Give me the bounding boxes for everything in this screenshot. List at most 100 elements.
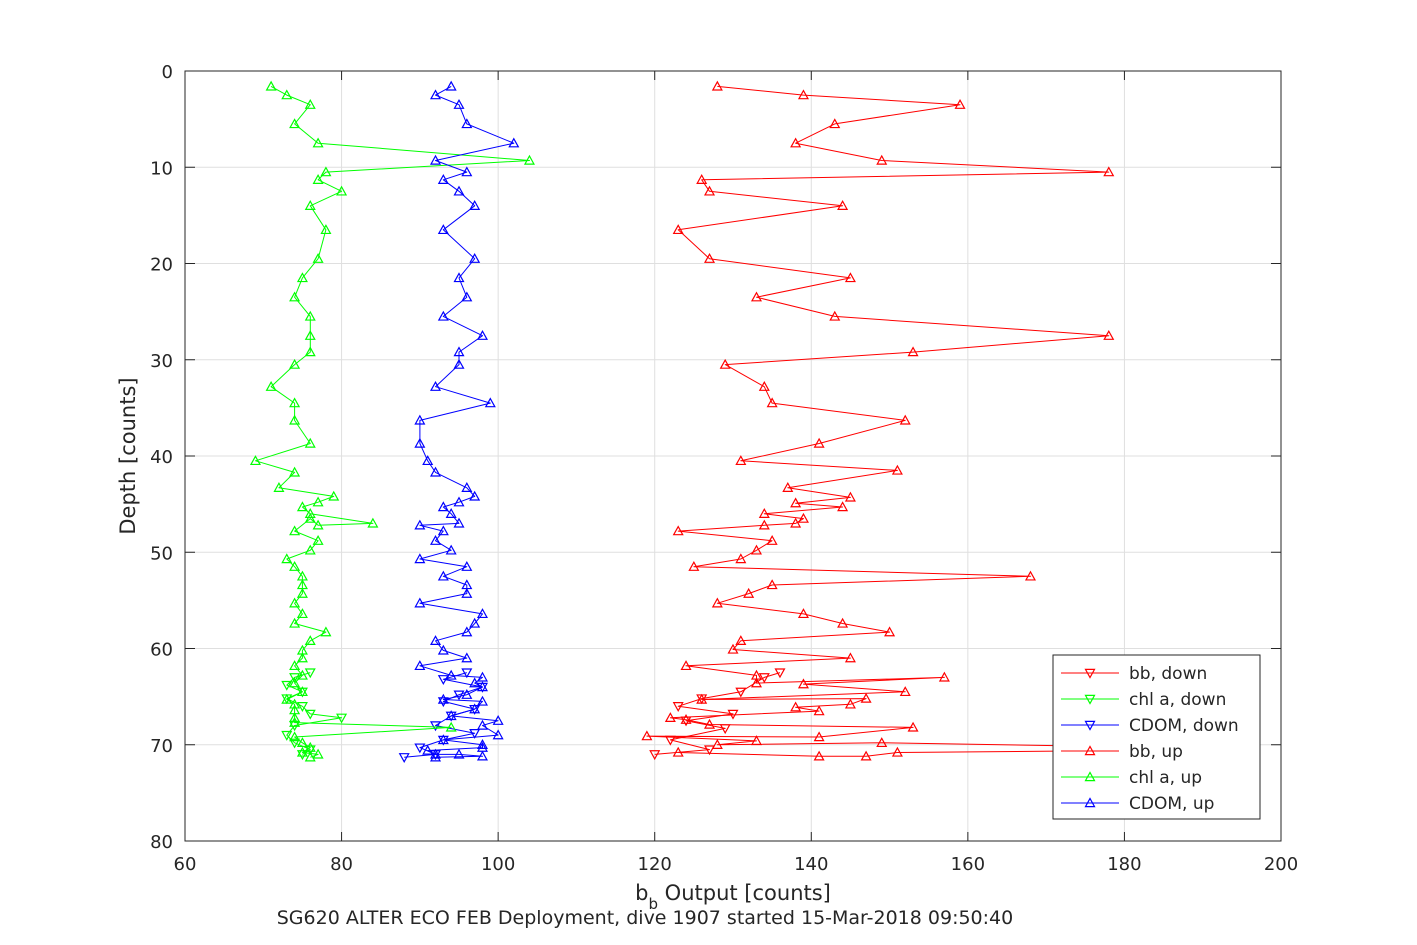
data-point-marker — [453, 98, 465, 109]
data-point-marker — [312, 252, 324, 263]
data-point-marker — [289, 466, 301, 477]
data-point-marker — [476, 750, 489, 761]
data-point-marker — [782, 482, 794, 492]
data-point-marker — [461, 166, 473, 177]
data-point-marker — [876, 154, 888, 165]
data-point-marker — [289, 716, 301, 727]
series-group — [249, 80, 535, 762]
data-point-marker — [703, 745, 716, 756]
data-point-marker — [735, 635, 747, 646]
data-point-marker — [719, 358, 731, 369]
series-line — [419, 85, 515, 758]
legend-swatch-marker — [1084, 745, 1096, 756]
data-point-marker — [837, 501, 849, 512]
data-point-marker — [296, 702, 308, 712]
data-point-marker — [696, 174, 708, 184]
x-tick-label: 120 — [638, 854, 672, 875]
data-point-marker — [790, 497, 802, 508]
data-point-marker — [860, 750, 872, 761]
data-point-marker — [797, 608, 809, 619]
data-point-marker — [289, 731, 301, 742]
data-point-marker — [289, 358, 301, 369]
data-point-marker — [437, 675, 449, 686]
data-point-marker — [398, 753, 410, 763]
x-axis-label: bb Output [counts] — [635, 881, 831, 913]
data-point-marker — [304, 745, 316, 756]
data-point-marker — [492, 729, 504, 740]
y-axis-label: Depth [counts] — [116, 377, 140, 534]
data-point-marker — [312, 534, 324, 545]
data-point-marker — [758, 673, 770, 684]
data-point-marker — [844, 698, 856, 709]
data-point-marker — [790, 701, 802, 712]
y-tick-label: 80 — [150, 832, 173, 853]
data-point-marker — [703, 252, 716, 263]
data-point-marker — [312, 137, 324, 148]
data-point-marker — [289, 525, 301, 536]
data-point-marker — [469, 728, 481, 739]
data-point-marker — [445, 721, 457, 732]
data-point-marker — [453, 185, 465, 196]
data-point-marker — [304, 635, 316, 646]
data-point-marker — [758, 519, 770, 530]
x-tick-label: 100 — [481, 854, 515, 875]
data-point-marker — [688, 560, 700, 571]
data-point-marker — [289, 677, 301, 688]
legend-item: bb, up — [1061, 742, 1183, 762]
data-point-marker — [680, 713, 692, 724]
legend: bb, down chl a, down CDOM, down bb, up chl a… — [1052, 654, 1261, 820]
data-point-marker — [1103, 329, 1115, 340]
data-point-marker — [703, 185, 716, 196]
data-series — [249, 80, 1130, 763]
data-point-marker — [891, 464, 903, 475]
data-point-marker — [461, 668, 473, 679]
data-point-marker — [281, 553, 293, 564]
data-point-marker — [429, 751, 442, 762]
data-point-marker — [296, 746, 308, 757]
data-point-marker — [296, 652, 308, 663]
data-point-marker — [304, 98, 316, 109]
data-point-marker — [476, 719, 489, 730]
data-point-marker — [813, 437, 825, 448]
data-point-marker — [664, 712, 676, 723]
data-point-marker — [296, 272, 308, 283]
data-point-marker — [829, 118, 841, 129]
data-point-marker — [523, 154, 535, 165]
data-point-marker — [312, 519, 324, 530]
data-point-marker — [414, 414, 426, 425]
data-point-marker — [907, 346, 919, 357]
data-point-marker — [437, 734, 449, 745]
x-tick-label: 180 — [1107, 854, 1141, 875]
y-tick-label: 0 — [162, 62, 173, 83]
data-point-marker — [469, 677, 481, 688]
data-point-marker — [790, 517, 802, 528]
data-point-marker — [750, 544, 763, 555]
data-point-marker — [336, 713, 348, 724]
data-point-marker — [813, 705, 825, 716]
data-point-marker — [844, 491, 856, 502]
data-point-marker — [437, 525, 449, 536]
data-point-marker — [304, 668, 316, 679]
data-point-marker — [429, 89, 442, 100]
legend-label: bb, up — [1129, 742, 1183, 762]
legend-items: bb, down chl a, down CDOM, down bb, up chl a… — [1061, 664, 1239, 814]
data-point-marker — [711, 739, 723, 749]
data-point-marker — [453, 690, 465, 701]
data-point-marker — [445, 710, 457, 721]
data-point-marker — [813, 731, 825, 742]
x-tick-label: 140 — [794, 854, 828, 875]
data-point-marker — [328, 490, 340, 501]
data-point-marker — [790, 137, 802, 148]
data-point-marker — [296, 750, 308, 761]
x-tick-label: 200 — [1264, 854, 1298, 875]
data-point-marker — [476, 695, 489, 706]
data-point-marker — [476, 329, 489, 340]
data-point-marker — [281, 89, 293, 100]
data-point-marker — [469, 617, 481, 628]
data-point-marker — [727, 643, 739, 654]
y-tick-label: 30 — [150, 351, 173, 372]
data-point-marker — [813, 750, 825, 761]
data-point-marker — [437, 310, 449, 321]
data-point-marker — [296, 501, 308, 512]
data-point-marker — [680, 660, 692, 671]
